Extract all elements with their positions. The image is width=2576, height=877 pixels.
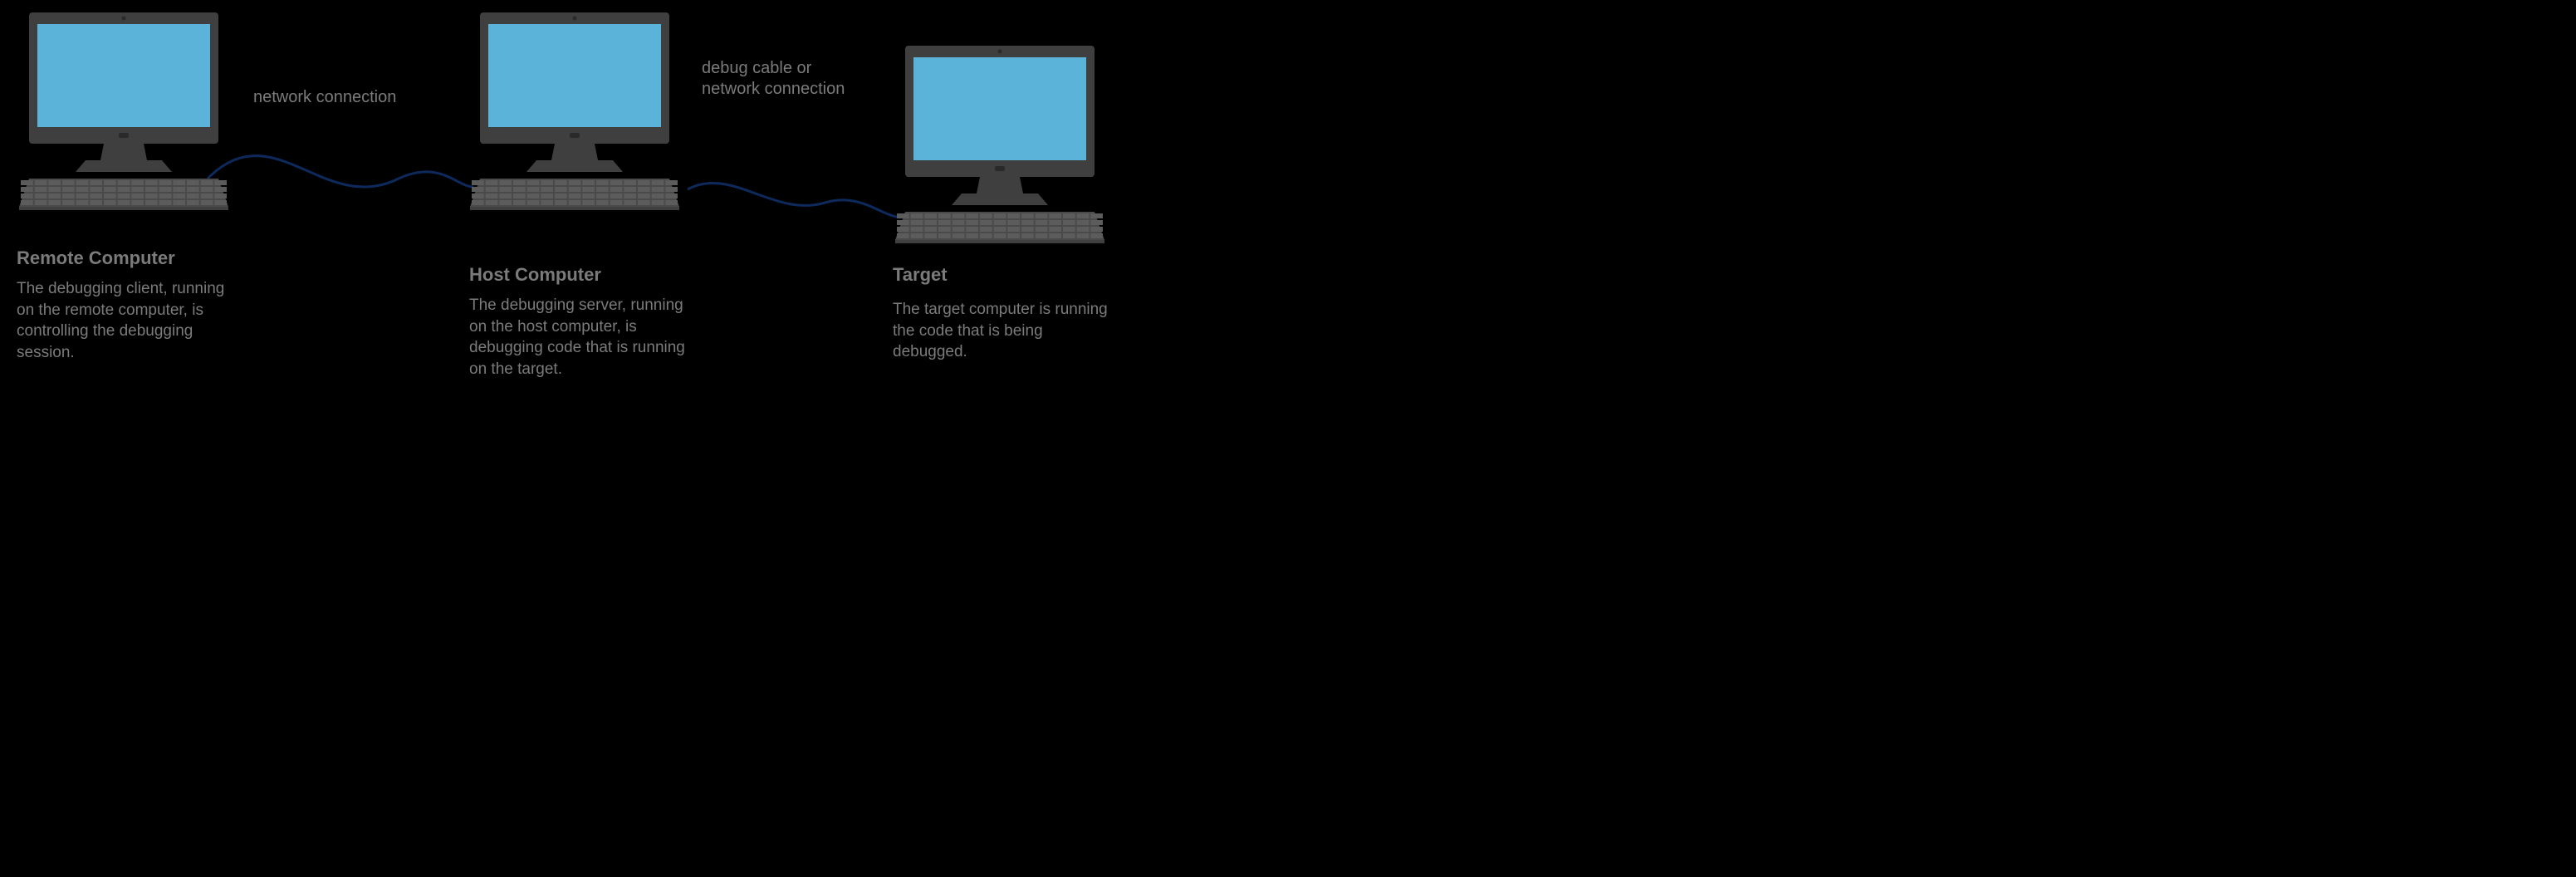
target-computer-icon	[889, 46, 1111, 245]
cable-host-target	[688, 183, 901, 218]
host-computer-icon	[463, 12, 686, 212]
target-description: The target computer is running the code …	[893, 299, 1109, 363]
remote-computer-icon	[12, 12, 235, 212]
remote-title: Remote Computer	[17, 247, 175, 269]
cable-remote-host	[208, 156, 473, 188]
host-description: The debugging server, running on the hos…	[469, 295, 685, 380]
connection-label-host-target: debug cable or network connection	[702, 58, 868, 100]
host-title: Host Computer	[469, 264, 601, 286]
diagram-canvas: network connection debug cable or networ…	[0, 0, 1288, 438]
connection-label-remote-host: network connection	[253, 87, 396, 108]
remote-description: The debugging client, running on the rem…	[17, 278, 233, 364]
target-title: Target	[893, 264, 948, 286]
